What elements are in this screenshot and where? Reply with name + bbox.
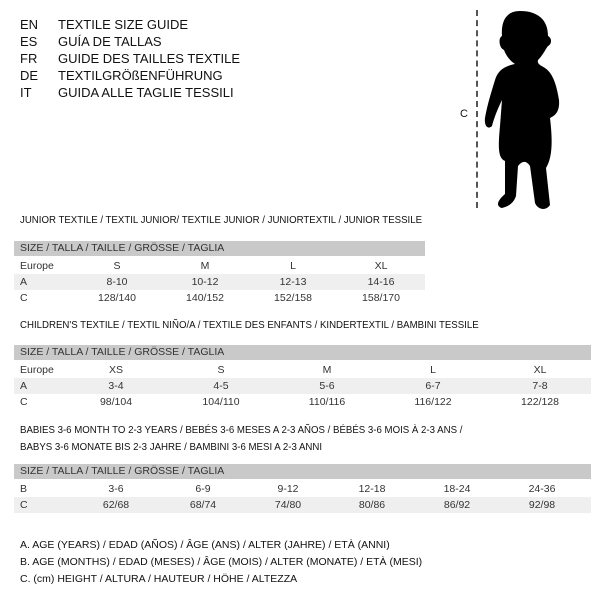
language-line: DE TEXTILGRÖßENFÜHRUNG	[20, 67, 320, 84]
table-cell: 9-12	[277, 483, 299, 495]
table-cell: 92/98	[528, 499, 556, 511]
language-title: GUÍA DE TALLAS	[58, 34, 162, 49]
language-line: IT GUIDA ALLE TAGLIE TESSILI	[20, 84, 320, 101]
language-code: ES	[20, 34, 38, 49]
language-title: TEXTILGRÖßENFÜHRUNG	[58, 68, 223, 83]
table-cell: XL	[374, 260, 388, 272]
table-cell: 104/110	[202, 396, 240, 408]
row-label: C	[20, 396, 28, 408]
row-label: B	[20, 483, 28, 495]
table-cell: 86/92	[443, 499, 471, 511]
table-cell: 110/116	[308, 396, 346, 408]
table-cell: 18-24	[443, 483, 471, 495]
size-table: SIZE / TALLA / TAILLE / GRÖSSE / TAGLIA E…	[14, 241, 425, 306]
language-line: ES GUÍA DE TALLAS	[20, 33, 320, 50]
size-table: SIZE / TALLA / TAILLE / GRÖSSE / TAGLIA E…	[14, 345, 591, 410]
child-silhouette-icon	[484, 11, 560, 209]
height-label: C	[460, 108, 468, 120]
table-row: C 62/68 68/74 74/80 80/86 86/92 92/98	[14, 497, 591, 513]
language-line: EN TEXTILE SIZE GUIDE	[20, 16, 320, 33]
table-row: Europe S M L XL	[14, 258, 425, 274]
table-row: C 98/104 104/110 110/116 116/122 122/128	[14, 394, 591, 410]
section-title: JUNIOR TEXTILE / TEXTIL JUNIOR/ TEXTILE …	[20, 214, 423, 226]
table-cell: 80/86	[358, 499, 386, 511]
table-cell: 6-7	[425, 380, 441, 392]
language-code: DE	[20, 68, 39, 83]
table-header: SIZE / TALLA / TAILLE / GRÖSSE / TAGLIA	[14, 345, 591, 360]
table-cell: 98/104	[99, 396, 133, 408]
table-row: C 128/140 140/152 152/158 158/170	[14, 290, 425, 306]
section-title: BABIES 3-6 MONTH TO 2-3 YEARS / BEBÉS 3-…	[20, 424, 463, 436]
table-cell: 6-9	[195, 483, 211, 495]
table-cell: 12-18	[358, 483, 386, 495]
row-label: Europe	[20, 364, 54, 376]
row-label: Europe	[20, 260, 54, 272]
legend: A. AGE (YEARS) / EDAD (AÑOS) / ÂGE (ANS)…	[20, 537, 422, 588]
table-cell: 68/74	[189, 499, 217, 511]
language-code: EN	[20, 17, 39, 32]
table-cell: 24-36	[528, 483, 556, 495]
table-cell: 14-16	[367, 276, 395, 288]
row-label: A	[20, 380, 28, 392]
table-cell: 140/152	[186, 292, 224, 304]
height-dimension-line	[476, 10, 478, 208]
table-cell: L	[430, 364, 436, 376]
table-cell: 5-6	[319, 380, 335, 392]
language-title: GUIDA ALLE TAGLIE TESSILI	[58, 85, 234, 100]
legend-a: A. AGE (YEARS) / EDAD (AÑOS) / ÂGE (ANS)…	[20, 539, 390, 551]
table-cell: 7-8	[532, 380, 548, 392]
language-title: TEXTILE SIZE GUIDE	[58, 17, 189, 32]
table-cell: 8-10	[106, 276, 128, 288]
size-table: SIZE / TALLA / TAILLE / GRÖSSE / TAGLIA B…	[14, 464, 591, 513]
table-header: SIZE / TALLA / TAILLE / GRÖSSE / TAGLIA	[14, 241, 425, 256]
table-cell: 122/128	[521, 396, 559, 408]
table-cell: S	[217, 364, 225, 376]
table-cell: 3-4	[108, 380, 124, 392]
language-line: FR GUIDE DES TAILLES TEXTILE	[20, 50, 320, 67]
table-row: A 8-10 10-12 12-13 14-16	[14, 274, 425, 290]
row-label: C	[20, 292, 28, 304]
language-titles: EN TEXTILE SIZE GUIDE ES GUÍA DE TALLAS FR GU…	[20, 16, 320, 106]
table-cell: 10-12	[191, 276, 219, 288]
legend-c: C. (cm) HEIGHT / ALTURA / HAUTEUR / HÖHE…	[20, 573, 298, 585]
table-cell: 12-13	[279, 276, 307, 288]
table-cell: XS	[108, 364, 124, 376]
table-cell: S	[113, 260, 121, 272]
table-cell: 152/158	[274, 292, 312, 304]
table-row: B 3-6 6-9 9-12 12-18 18-24 24-36	[14, 481, 591, 497]
section-title: CHILDREN'S TEXTILE / TEXTIL NIÑO/A / TEX…	[20, 319, 479, 331]
table-cell: 62/68	[102, 499, 130, 511]
table-cell: M	[200, 260, 210, 272]
table-cell: XL	[533, 364, 547, 376]
table-cell: 128/140	[98, 292, 136, 304]
table-row: A 3-4 4-5 5-6 6-7 7-8	[14, 378, 591, 394]
language-code: FR	[20, 51, 38, 66]
table-cell: L	[290, 260, 296, 272]
language-code: IT	[20, 85, 32, 100]
table-cell: 116/122	[414, 396, 452, 408]
row-label: A	[20, 276, 28, 288]
table-header: SIZE / TALLA / TAILLE / GRÖSSE / TAGLIA	[14, 464, 591, 479]
table-row: Europe XS S M L XL	[14, 362, 591, 378]
table-cell: M	[322, 364, 332, 376]
legend-b: B. AGE (MONTHS) / EDAD (MESES) / ÂGE (MO…	[20, 556, 423, 568]
row-label: C	[20, 499, 28, 511]
table-cell: 158/170	[362, 292, 400, 304]
table-cell: 3-6	[108, 483, 124, 495]
table-cell: 4-5	[213, 380, 229, 392]
section-title-line2: BABYS 3-6 MONATE BIS 2-3 JAHRE / BAMBINI…	[20, 441, 323, 453]
language-title: GUIDE DES TAILLES TEXTILE	[58, 51, 241, 66]
table-cell: 74/80	[274, 499, 302, 511]
